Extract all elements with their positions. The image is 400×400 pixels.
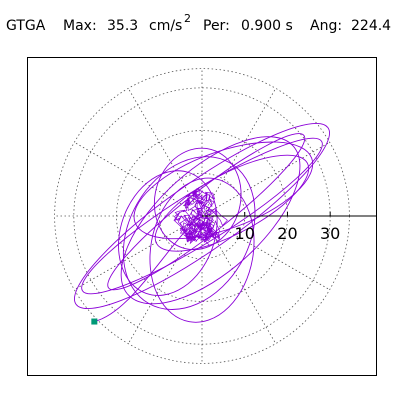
- per-label: Per:: [203, 18, 230, 34]
- ang-value: 224.4: [351, 18, 392, 34]
- per-value: 0.900 s: [241, 18, 293, 34]
- grid-spoke: [201, 88, 277, 217]
- trace-loop: [122, 156, 256, 310]
- peak-marker: [91, 318, 98, 325]
- grid-spoke: [201, 215, 330, 291]
- trace-loop: [74, 122, 330, 310]
- grid-spoke: [201, 141, 330, 217]
- ang-label: Ang:: [310, 18, 343, 34]
- trace-loop: [149, 177, 255, 323]
- trace-loop: [153, 147, 242, 251]
- grid-spoke: [74, 141, 203, 217]
- trace-loop: [154, 154, 310, 252]
- trace-loop: [120, 136, 301, 305]
- max-label: Max:: [63, 18, 97, 34]
- max-unit-exponent: 2: [184, 12, 191, 25]
- trace-peak-path: [94, 215, 203, 322]
- trace-loop: [118, 170, 218, 296]
- trace-loop: [133, 141, 314, 240]
- trace-core: [173, 186, 228, 246]
- max-unit: cm/s: [149, 18, 183, 34]
- x-tick-label: 10: [235, 224, 255, 243]
- x-tick-label: 20: [277, 224, 297, 243]
- max-value: 35.3: [107, 18, 139, 34]
- station-code: GTGA: [6, 18, 46, 34]
- x-tick-label: 30: [320, 224, 340, 243]
- grid-spoke: [74, 215, 203, 291]
